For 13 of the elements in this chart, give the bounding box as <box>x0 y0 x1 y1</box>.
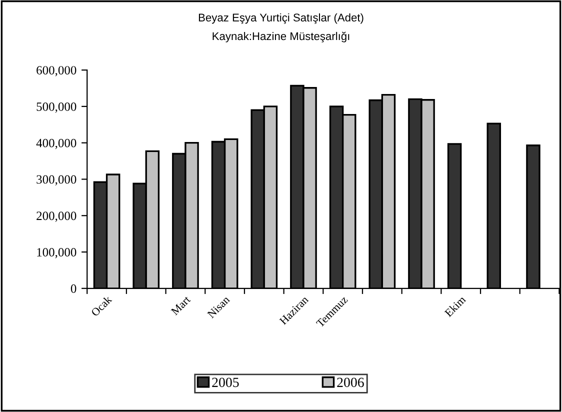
y-tick-label: 400,000 <box>36 138 76 150</box>
chart-title: Beyaz Eşya Yurtiçi Satışlar (Adet) <box>198 13 364 24</box>
y-tick-label: 200,000 <box>36 212 76 222</box>
x-tick-label: Mart <box>170 295 191 316</box>
legend-label: 2006 <box>337 378 364 388</box>
x-tick-label: Ocak <box>90 294 112 317</box>
y-tick-label: 500,000 <box>36 102 76 113</box>
y-tick-label: 300,000 <box>36 175 76 186</box>
chart-subtitle: Kaynak:Hazine Müsteşarlığı <box>212 32 350 42</box>
y-tick-label: 600,000 <box>36 66 76 76</box>
y-tick-label: 0 <box>70 284 76 293</box>
legend-label: 2005 <box>212 378 239 388</box>
y-tick-label: 100,000 <box>37 248 76 258</box>
